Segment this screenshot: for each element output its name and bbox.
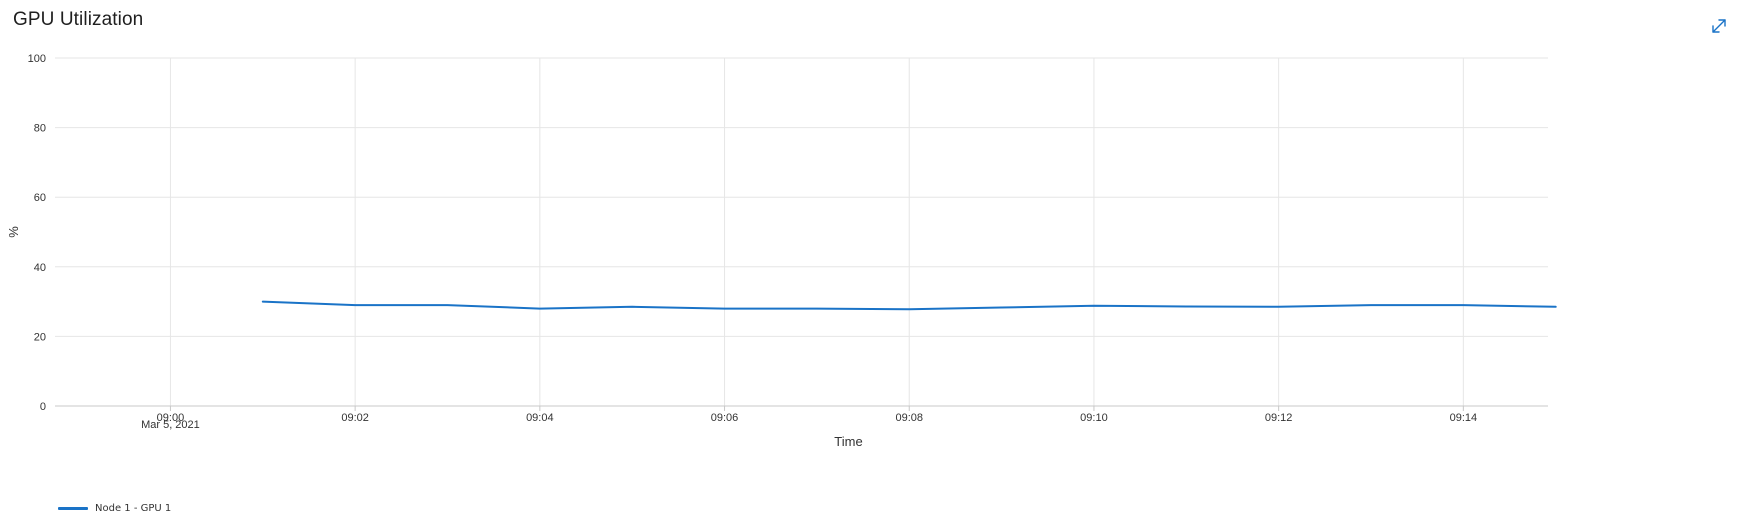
x-tick-label: 09:08: [895, 412, 923, 424]
x-tick-label: 09:00: [157, 412, 185, 424]
y-tick-label: 0: [40, 401, 46, 413]
axes: [55, 405, 1548, 411]
series-lines: [261, 300, 1557, 311]
expand-icon[interactable]: [1710, 17, 1728, 35]
grid-lines: [55, 57, 1548, 406]
y-axis-title: %: [6, 226, 21, 238]
x-tick-label: 09:14: [1450, 412, 1478, 424]
x-tick-label: 09:06: [711, 412, 739, 424]
legend-item[interactable]: Node 1 - GPU 1: [58, 500, 171, 516]
series-line-0[interactable]: [261, 300, 1557, 311]
y-tick-label: 60: [34, 192, 46, 204]
x-tick-label: 09:10: [1080, 412, 1108, 424]
x-tick-label: 09:12: [1265, 412, 1293, 424]
y-tick-label: 100: [28, 53, 46, 65]
x-tick-label: 09:04: [526, 412, 554, 424]
y-tick-label: 40: [34, 262, 46, 274]
x-tick-date-label: Mar 5, 2021: [141, 419, 200, 431]
legend-swatch: [58, 506, 88, 510]
y-tick-label: 20: [34, 331, 46, 343]
panel-title: GPU Utilization: [13, 9, 144, 30]
x-axis-ticks: 09:00 09:02 09:04 09:06 09:08 09:10 09:12 09:14: [157, 412, 1477, 424]
y-axis-ticks: 0 20 40 60 80 100: [28, 53, 46, 413]
legend-label: Node 1 - GPU 1: [95, 502, 172, 514]
y-tick-label: 80: [34, 123, 46, 135]
x-tick-label: 09:02: [341, 412, 369, 424]
x-axis-title: Time: [834, 434, 862, 449]
